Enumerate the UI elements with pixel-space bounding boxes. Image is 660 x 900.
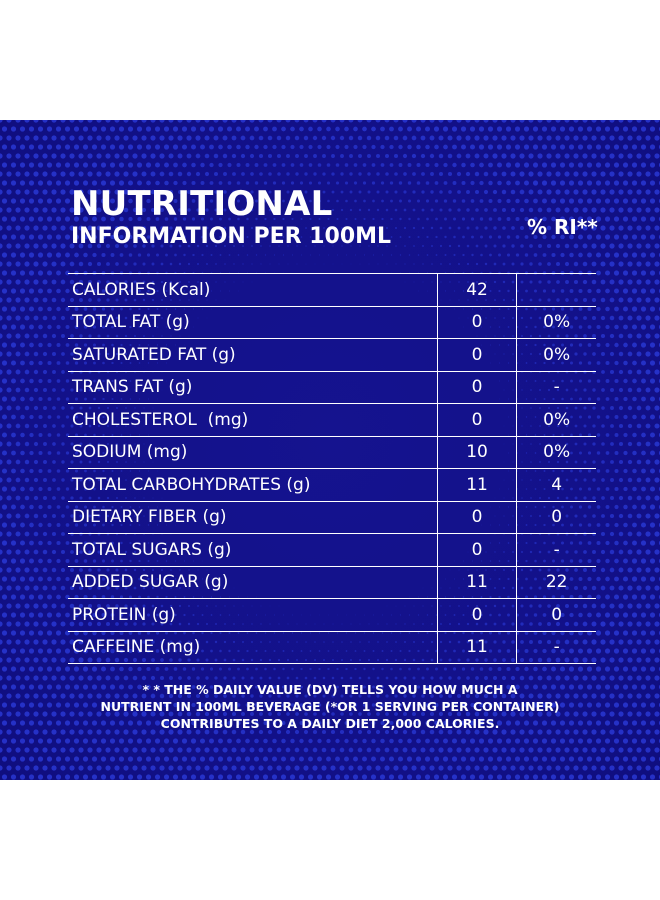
table-row: CALORIES (Kcal) 42 — [68, 273, 596, 307]
nutrient-value: 11 — [437, 566, 518, 599]
nutrient-ri: 22 — [516, 566, 596, 599]
table-row: TOTAL CARBOHYDRATES (g) 11 4 — [68, 468, 596, 502]
nutrient-name: DIETARY FIBER (g) — [68, 501, 438, 534]
nutrient-ri: - — [516, 533, 596, 567]
nutrient-value: 0 — [437, 306, 518, 339]
nutrient-ri: - — [516, 371, 596, 404]
nutrient-ri: - — [516, 631, 596, 664]
dot-pattern-background — [0, 120, 660, 780]
table-row: TRANS FAT (g) 0- — [68, 371, 596, 404]
table-row: CHOLESTEROL (mg) 0 0% — [68, 403, 596, 437]
nutrient-ri: 0% — [516, 306, 596, 339]
table-row: TOTAL FAT (g) 0 0% — [68, 306, 596, 339]
footnote-line: CONTRIBUTES TO A DAILY DIET 2,000 CALORI… — [160, 716, 500, 731]
nutrient-value: 11 — [437, 631, 518, 664]
table-row: SATURATED FAT (g) 0 0% — [68, 338, 596, 372]
ri-column-header: % RI** — [527, 215, 598, 239]
nutrient-name: TRANS FAT (g) — [68, 371, 438, 404]
nutrient-value: 11 — [437, 468, 518, 502]
nutrient-name: CAFFEINE (mg) — [68, 631, 438, 664]
nutrient-name: TOTAL CARBOHYDRATES (g) — [68, 468, 438, 502]
nutrition-panel: NUTRITIONAL INFORMATION PER 100ML % RI**… — [0, 120, 660, 780]
table-row: PROTEIN (g) 0 0 — [68, 598, 596, 632]
table-row: SODIUM (mg) 10 0% — [68, 436, 596, 469]
nutrient-ri — [516, 273, 596, 307]
nutrient-name: TOTAL SUGARS (g) — [68, 533, 438, 567]
nutrient-name: SODIUM (mg) — [68, 436, 438, 469]
nutrient-ri: 0 — [516, 501, 596, 534]
nutrient-ri: 0% — [516, 403, 596, 437]
nutrient-name: SATURATED FAT (g) — [68, 338, 438, 372]
nutrient-name: ADDED SUGAR (g) — [68, 566, 438, 599]
footnote-line: * * THE % DAILY VALUE (DV) TELLS YOU HOW… — [142, 682, 518, 697]
nutrient-value: 0 — [437, 501, 518, 534]
table-row: DIETARY FIBER (g) 0 0 — [68, 501, 596, 534]
nutrient-name: CALORIES (Kcal) — [68, 273, 438, 307]
nutrient-ri: 0% — [516, 436, 596, 469]
table-row: CAFFEINE (mg) 11- — [68, 631, 596, 664]
nutrient-value: 0 — [437, 403, 518, 437]
nutrient-ri: 0% — [516, 338, 596, 372]
title-line-1: NUTRITIONAL — [71, 184, 333, 224]
footnote: * * THE % DAILY VALUE (DV) TELLS YOU HOW… — [60, 681, 600, 732]
nutrient-ri: 0 — [516, 598, 596, 632]
nutrient-name: PROTEIN (g) — [68, 598, 438, 632]
nutrient-value: 0 — [437, 598, 518, 632]
title-line-2: INFORMATION PER 100ML — [71, 224, 392, 249]
nutrient-name: CHOLESTEROL (mg) — [68, 403, 438, 437]
nutrient-name: TOTAL FAT (g) — [68, 306, 438, 339]
nutrient-ri: 4 — [516, 468, 596, 502]
table-row: TOTAL SUGARS (g) 0- — [68, 533, 596, 567]
nutrient-value: 0 — [437, 533, 518, 567]
table-row: ADDED SUGAR (g) 11 22 — [68, 566, 596, 599]
nutrient-value: 0 — [437, 338, 518, 372]
nutrient-value: 42 — [437, 273, 518, 307]
nutrient-value: 10 — [437, 436, 518, 469]
nutrient-value: 0 — [437, 371, 518, 404]
footnote-line: NUTRIENT IN 100ML BEVERAGE (*OR 1 SERVIN… — [100, 699, 560, 714]
nutrition-table: CALORIES (Kcal) 42 TOTAL FAT (g) 0 0% SATUR… — [68, 273, 596, 664]
